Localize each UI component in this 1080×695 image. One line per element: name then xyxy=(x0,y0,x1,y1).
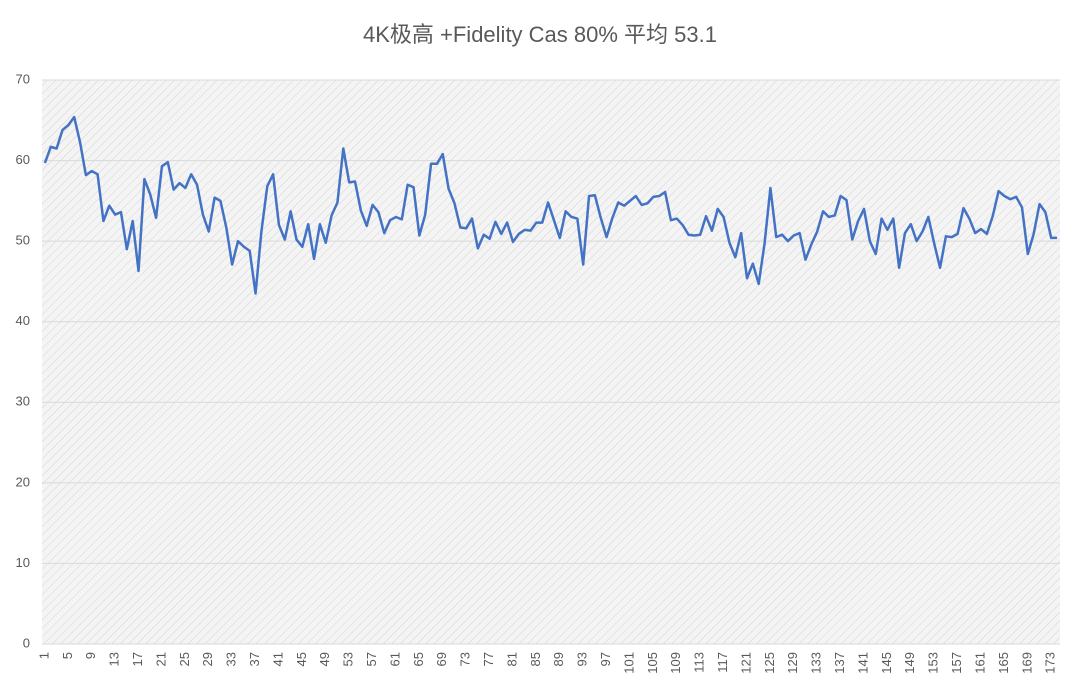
x-tick-label: 21 xyxy=(153,652,168,666)
x-tick-label: 25 xyxy=(177,652,192,666)
x-tick-label: 161 xyxy=(972,652,987,674)
x-tick-label: 77 xyxy=(481,652,496,666)
x-tick-label: 17 xyxy=(130,652,145,666)
x-tick-label: 5 xyxy=(60,652,75,659)
y-tick-label: 20 xyxy=(16,474,30,489)
x-tick-label: 73 xyxy=(458,652,473,666)
line xyxy=(43,115,1058,295)
x-tick-label: 97 xyxy=(598,652,613,666)
x-tick-label: 121 xyxy=(738,652,753,674)
x-tick-label: 145 xyxy=(879,652,894,674)
x-tick-label: 129 xyxy=(785,652,800,674)
x-tick-label: 105 xyxy=(645,652,660,674)
x-tick-label: 53 xyxy=(341,652,356,666)
x-tick-label: 93 xyxy=(575,652,590,666)
x-tick-label: 157 xyxy=(949,652,964,674)
x-tick-label: 49 xyxy=(317,652,332,666)
x-tick-label: 125 xyxy=(762,652,777,674)
x-tick-label: 45 xyxy=(294,652,309,666)
x-tick-label: 89 xyxy=(551,652,566,666)
chart-title: 4K极高 +Fidelity Cas 80% 平均 53.1 xyxy=(363,22,717,47)
y-tick-label: 10 xyxy=(16,555,30,570)
x-tick-label: 169 xyxy=(1019,652,1034,674)
x-tick-label: 57 xyxy=(364,652,379,666)
x-tick-label: 117 xyxy=(715,652,730,673)
x-tick-label: 37 xyxy=(247,652,262,666)
x-tick-label: 41 xyxy=(270,652,285,666)
x-tick-label: 137 xyxy=(832,652,847,674)
x-tick-label: 69 xyxy=(434,652,449,666)
x-tick-label: 109 xyxy=(668,652,683,674)
y-tick-label: 50 xyxy=(16,233,30,248)
x-tick-label: 165 xyxy=(996,652,1011,674)
x-tick-label: 29 xyxy=(200,652,215,666)
x-tick-label: 149 xyxy=(902,652,917,674)
x-tick-label: 133 xyxy=(809,652,824,674)
plot-area xyxy=(42,80,1060,644)
y-tick-label: 40 xyxy=(16,313,30,328)
x-tick-label: 9 xyxy=(83,652,98,659)
y-tick-label: 60 xyxy=(16,152,30,167)
x-tick-label: 153 xyxy=(926,652,941,674)
y-tick-label: 30 xyxy=(16,394,30,409)
x-tick-label: 173 xyxy=(1043,652,1058,674)
x-tick-label: 141 xyxy=(855,652,870,674)
x-tick-label: 101 xyxy=(621,652,636,674)
y-tick-label: 70 xyxy=(16,71,30,86)
x-tick-label: 33 xyxy=(224,652,239,666)
y-tick-label: 0 xyxy=(23,635,30,650)
x-tick-label: 113 xyxy=(692,652,707,673)
x-tick-label: 61 xyxy=(387,652,402,666)
x-tick-label: 1 xyxy=(36,652,51,659)
x-tick-label: 65 xyxy=(411,652,426,666)
x-tick-label: 81 xyxy=(504,652,519,666)
x-tick-label: 85 xyxy=(528,652,543,666)
x-tick-label: 13 xyxy=(107,652,122,666)
